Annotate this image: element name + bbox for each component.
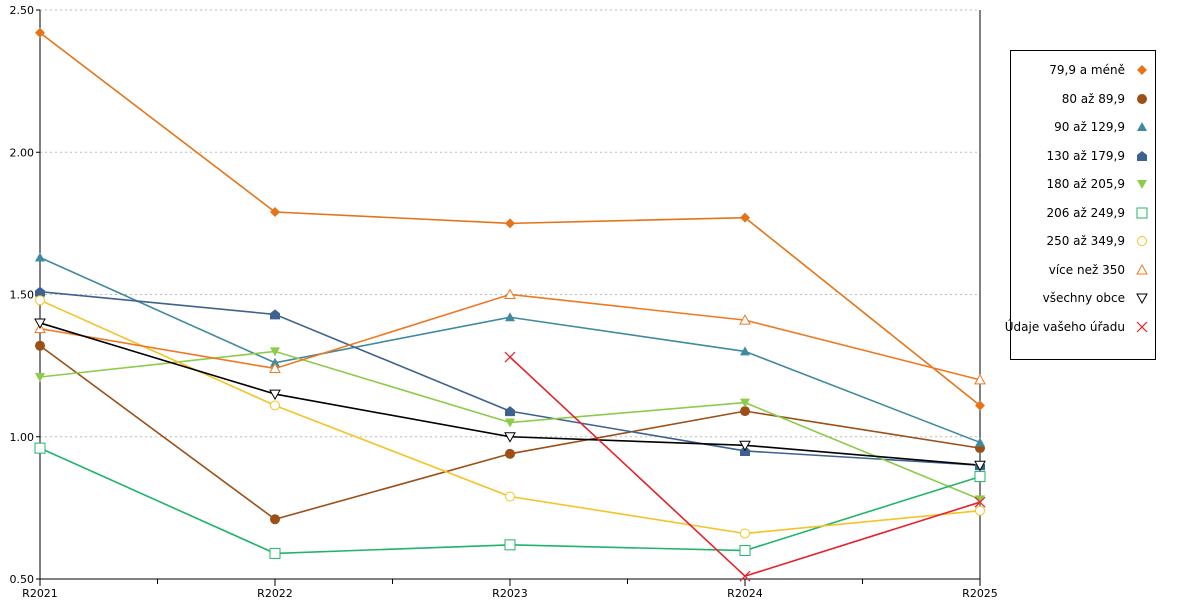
data-point <box>1137 65 1147 75</box>
data-point <box>1136 321 1148 332</box>
data-point <box>975 400 985 411</box>
data-point <box>270 357 280 367</box>
legend-marker-icon <box>1136 263 1148 274</box>
data-point <box>1136 263 1148 274</box>
data-point <box>1137 236 1147 246</box>
data-point <box>270 309 280 320</box>
legend-label: 90 až 129,9 <box>1054 120 1125 134</box>
data-point <box>975 437 985 447</box>
legend-marker-icon <box>1137 65 1147 75</box>
y-tick-label: 0.50 <box>10 573 35 586</box>
data-point <box>1137 180 1147 189</box>
data-point <box>270 400 280 411</box>
data-point <box>1136 293 1148 305</box>
data-point <box>35 295 45 306</box>
data-point <box>270 347 280 357</box>
legend-marker-icon <box>1137 93 1147 104</box>
legend-label: 180 až 205,9 <box>1046 177 1125 191</box>
legend: 79,9 a méně 80 až 89,9 90 až 129,9 130 až 1… <box>1005 50 1156 360</box>
data-point <box>1136 207 1148 218</box>
x-tick-label: R2022 <box>257 587 293 600</box>
data-point <box>975 495 985 505</box>
data-point <box>1137 150 1147 161</box>
legend-label: 130 až 179,9 <box>1046 148 1125 163</box>
data-point <box>35 27 45 38</box>
x-tick-label: R2025 <box>962 587 998 600</box>
data-point <box>739 440 751 452</box>
data-point <box>269 389 281 401</box>
data-point <box>739 314 751 325</box>
data-point <box>34 318 46 329</box>
legend-marker-icon <box>1136 321 1148 332</box>
legend-marker-icon <box>1137 236 1147 246</box>
legend-label: více než 350 <box>1048 262 1125 277</box>
data-point <box>1137 122 1147 131</box>
y-tick-label: 2.50 <box>10 4 35 17</box>
data-point <box>269 547 281 559</box>
series-line-8 <box>39 293 981 381</box>
data-point <box>740 212 750 223</box>
data-point <box>35 340 45 351</box>
data-point <box>270 514 280 525</box>
legend-label: všechny obce <box>1042 291 1125 305</box>
data-point <box>505 218 515 229</box>
data-point <box>504 432 516 443</box>
legend-label: 79,9 a méně <box>1049 63 1125 77</box>
legend-marker-icon <box>1137 122 1147 131</box>
data-point <box>504 539 516 551</box>
legend-marker-icon <box>1137 180 1147 189</box>
data-point <box>35 286 45 297</box>
legend-label: 250 až 349,9 <box>1046 234 1125 248</box>
legend-marker-icon <box>1136 293 1148 305</box>
data-point <box>504 288 516 299</box>
data-point <box>34 442 46 454</box>
data-point <box>975 505 985 516</box>
data-point <box>504 351 516 363</box>
data-point <box>270 206 280 217</box>
y-tick-label: 1.50 <box>10 289 35 302</box>
data-point <box>740 398 750 408</box>
data-point <box>740 406 750 417</box>
series-line-10 <box>509 356 981 578</box>
data-point <box>269 362 281 373</box>
legend-label: Údaje vašeho úřadu <box>1004 319 1125 334</box>
data-point <box>974 496 986 508</box>
data-point <box>505 448 515 459</box>
data-point <box>505 491 515 502</box>
data-point <box>35 373 45 383</box>
data-point <box>740 346 750 356</box>
data-point <box>739 570 751 582</box>
legend-marker-icon <box>1137 150 1147 161</box>
data-point <box>505 418 515 428</box>
legend-label: 206 až 249,9 <box>1046 205 1125 220</box>
legend-marker-icon <box>1136 207 1148 218</box>
legend-label: 80 až 89,9 <box>1061 91 1125 106</box>
y-tick-label: 1.00 <box>10 431 35 444</box>
data-point <box>505 406 515 417</box>
data-point <box>974 460 986 472</box>
y-tick-label: 2.00 <box>10 146 35 159</box>
data-point <box>505 312 515 322</box>
data-point <box>35 252 45 262</box>
x-tick-label: R2023 <box>492 587 528 600</box>
data-point <box>739 545 751 557</box>
x-tick-label: R2021 <box>22 587 58 600</box>
data-point <box>974 471 986 483</box>
series-markers <box>34 27 986 582</box>
data-point <box>1137 93 1147 104</box>
x-tick-label: R2024 <box>727 587 763 600</box>
data-point <box>974 373 986 385</box>
data-point <box>740 528 750 539</box>
